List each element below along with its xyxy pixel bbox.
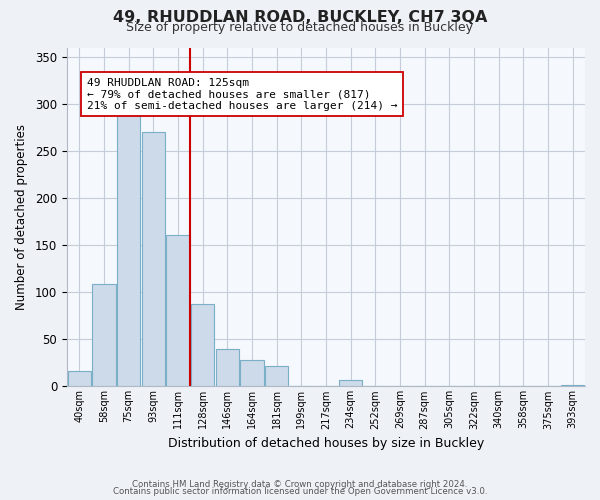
Text: Contains public sector information licensed under the Open Government Licence v3: Contains public sector information licen…	[113, 488, 487, 496]
Text: 49 RHUDDLAN ROAD: 125sqm
← 79% of detached houses are smaller (817)
21% of semi-: 49 RHUDDLAN ROAD: 125sqm ← 79% of detach…	[86, 78, 397, 111]
Text: Size of property relative to detached houses in Buckley: Size of property relative to detached ho…	[127, 21, 473, 34]
Text: Contains HM Land Registry data © Crown copyright and database right 2024.: Contains HM Land Registry data © Crown c…	[132, 480, 468, 489]
Bar	[166, 235, 190, 386]
Y-axis label: Number of detached properties: Number of detached properties	[15, 124, 28, 310]
Bar	[339, 380, 362, 386]
Bar	[215, 348, 239, 387]
Text: 49, RHUDDLAN ROAD, BUCKLEY, CH7 3QA: 49, RHUDDLAN ROAD, BUCKLEY, CH7 3QA	[113, 10, 487, 25]
Bar	[561, 384, 584, 386]
Bar	[191, 304, 214, 386]
Bar	[240, 360, 263, 386]
Bar	[68, 372, 91, 386]
Bar	[265, 366, 289, 386]
Bar	[92, 284, 116, 386]
Bar	[117, 112, 140, 386]
X-axis label: Distribution of detached houses by size in Buckley: Distribution of detached houses by size …	[168, 437, 484, 450]
Bar	[142, 132, 165, 386]
